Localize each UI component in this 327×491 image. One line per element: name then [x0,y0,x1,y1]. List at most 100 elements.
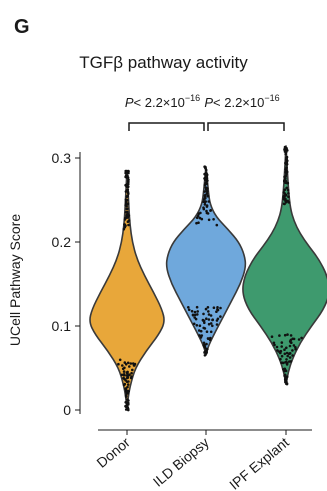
data-point [205,330,209,334]
data-point [215,223,219,227]
data-point [199,329,203,333]
data-point [287,201,291,204]
data-point [125,198,129,202]
data-point [287,195,290,198]
violin-points [117,169,137,412]
data-point [124,388,128,391]
data-point [285,163,289,166]
data-point [126,212,129,215]
data-point [124,408,128,411]
data-point [124,395,128,398]
data-point [219,306,222,310]
data-point [284,150,288,154]
data-point [123,366,126,370]
data-point [191,313,195,317]
panel-label: G [14,16,30,38]
data-point [289,338,293,342]
data-point [278,334,281,337]
data-point [284,174,288,178]
data-point [285,358,288,361]
violin-points [270,145,303,386]
data-point [193,313,197,317]
data-point [127,223,130,227]
data-point [124,224,127,228]
data-point [206,195,210,198]
data-point [205,204,209,207]
data-point [120,373,124,377]
data-point [205,317,208,321]
violin-points [187,165,222,357]
data-point [125,207,128,211]
data-point [288,352,291,355]
data-point [198,334,201,337]
violin-ild-biopsy [165,165,247,357]
data-point [126,174,129,178]
data-point [285,360,288,364]
data-point [126,182,130,185]
data-point [200,334,204,337]
data-point [199,211,202,215]
chart-title: TGFβ pathway activity [79,53,248,72]
data-point [204,347,207,350]
data-point [289,334,293,337]
data-point [207,318,211,321]
x-tick-label: Donor [93,434,133,471]
data-point [203,354,207,357]
data-point [285,346,288,350]
data-point [202,341,206,345]
data-point [216,306,219,309]
data-point [197,329,201,332]
data-point [215,310,218,314]
data-point [207,310,210,313]
data-point [127,219,131,222]
data-point [288,344,292,348]
data-point [285,160,288,163]
data-point [127,171,130,175]
data-point [300,336,303,340]
data-point [123,218,127,221]
data-point [285,172,288,176]
data-point [118,358,122,362]
data-point [122,383,126,387]
data-point [205,190,208,193]
data-point [202,198,206,201]
data-point [125,392,128,395]
data-point [285,380,288,383]
p-value-bracket: P< 2.2×10−16 [125,93,205,131]
data-point [286,333,289,336]
data-point [203,321,206,325]
data-point [272,341,276,345]
data-point [212,306,216,310]
violins [89,145,327,412]
data-point [216,317,220,321]
bracket-line [207,122,285,131]
data-point [219,315,222,318]
data-point [124,171,127,175]
data-point [279,357,282,361]
p-value-label: P< 2.2×10−16 [204,93,279,110]
data-point [209,314,213,317]
data-point [285,351,289,355]
data-point [195,305,199,309]
data-point [205,173,209,177]
data-point [289,360,293,363]
data-point [291,354,294,357]
data-point [211,324,214,328]
y-axis: 0 0.1 0.2 0.3 [52,150,81,418]
data-point [283,188,286,192]
data-point [283,348,286,352]
data-point [187,308,191,312]
data-point [285,147,288,151]
data-point [202,200,205,204]
data-point [125,376,129,380]
data-point [216,308,220,312]
data-point [283,352,287,356]
data-point [281,361,284,365]
data-point [126,385,129,389]
data-point [196,310,199,313]
y-axis-label: UCell Pathway Score [7,214,23,346]
p-value-label: P< 2.2×10−16 [125,93,200,110]
data-point [126,194,129,198]
data-point [125,371,129,374]
data-point [273,343,276,347]
